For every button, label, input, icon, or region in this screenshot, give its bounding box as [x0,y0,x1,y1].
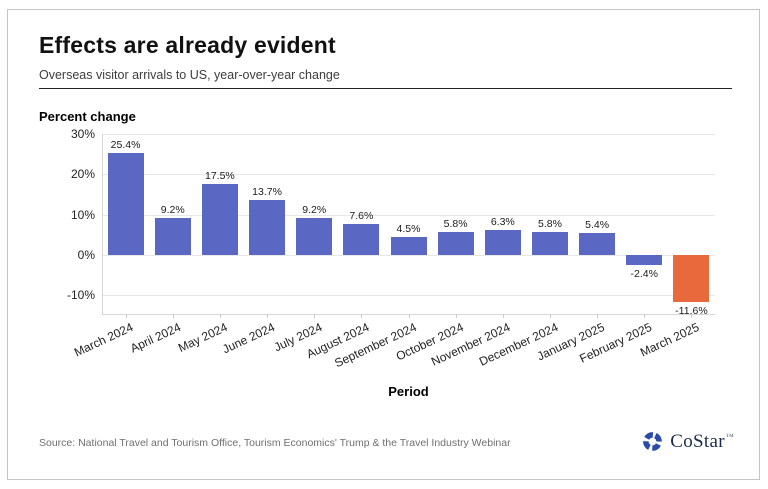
gridline [102,214,715,216]
bar-value-label: -2.4% [630,267,658,280]
y-tick-label: 20% [70,167,95,182]
bar [390,236,427,256]
gridline [102,295,715,297]
gridline [102,174,715,176]
x-axis-title: Period [388,384,429,399]
bar [484,229,521,256]
x-tick-label: April 2024 [127,320,183,356]
trademark-symbol: ™ [725,432,734,442]
chart-title: Effects are already evident [39,32,336,58]
chart-subtitle: Overseas visitor arrivals to US, year-ov… [39,68,340,82]
bar-value-label: 5.4% [585,219,610,232]
y-axis-line [102,134,103,314]
x-axis-tick [691,314,693,318]
bar [579,233,616,256]
y-tick-label: 0% [77,248,95,263]
costar-pinwheel-icon [641,430,664,453]
x-axis-tick [455,314,457,318]
bar [437,231,474,256]
x-axis-tick [644,314,646,318]
x-axis-tick [549,314,551,318]
chart-card: Effects are already evident Overseas vis… [7,9,760,480]
y-tick-label: 30% [70,127,95,141]
bar [249,199,286,256]
bar-value-label: 17.5% [204,170,235,183]
source-text: Source: National Travel and Tourism Offi… [39,437,511,449]
x-tick-label: June 2024 [220,320,277,357]
bar [531,231,568,256]
y-axis-title: Percent change [39,109,136,124]
bar [296,217,333,256]
x-axis-tick [597,314,599,318]
x-axis-tick [219,314,221,318]
bar [201,184,238,256]
y-tick-label: 10% [70,207,95,222]
bar-value-label: 7.6% [349,210,374,223]
bar-value-label: 5.8% [537,217,562,230]
bar [107,152,144,256]
bar-value-label: 4.5% [396,222,421,235]
gridline [102,134,715,135]
x-axis-tick [125,314,127,318]
y-tick-label: -10% [66,288,95,303]
bar-chart-plot-area: 30% 20% 10% 0% -10% 25.4% March 2024 9.2% April … [8,10,761,481]
header-divider [39,88,732,89]
x-axis-tick [408,314,410,318]
x-tick-label: March 2024 [72,320,136,360]
bar-value-label: -11.6% [675,304,708,317]
x-axis-tick [267,314,269,318]
x-axis-tick [361,314,363,318]
bar [673,255,710,302]
bar-value-label: 6.3% [490,215,515,228]
bar-value-label: 9.2% [302,203,327,216]
x-axis-tick [502,314,504,318]
x-axis-tick [172,314,174,318]
bar-value-label: 25.4% [110,138,141,151]
bar [343,224,380,256]
bar [154,217,191,256]
bar-value-label: 5.8% [443,217,468,230]
bar [626,255,663,265]
costar-logo: CoStar™ [641,430,734,453]
x-tick-label: May 2024 [176,320,230,355]
bar-value-label: 13.7% [252,185,282,198]
bar-value-label: 9.2% [160,203,185,216]
costar-logo-text: CoStar™ [670,430,734,452]
gridline [102,255,715,257]
x-axis-tick [314,314,316,318]
